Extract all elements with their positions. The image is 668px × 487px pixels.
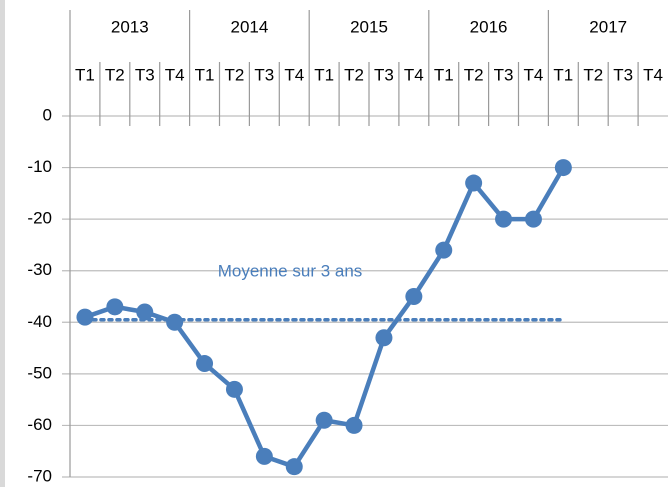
year-label: 2016: [470, 17, 508, 36]
left-edge: [0, 0, 5, 487]
y-tick-label: -30: [27, 260, 52, 279]
data-point: [554, 159, 572, 177]
data-point: [495, 210, 513, 228]
data-point: [345, 416, 363, 434]
data-point: [196, 355, 214, 373]
x-tick-label: T1: [195, 65, 215, 84]
data-point: [375, 329, 393, 347]
y-tick-label: -10: [27, 157, 52, 176]
x-tick-label: T1: [553, 65, 573, 84]
data-point: [76, 308, 94, 326]
x-tick-label: T1: [314, 65, 334, 84]
x-tick-label: T4: [404, 65, 424, 84]
year-label: 2013: [111, 17, 149, 36]
y-tick-label: -40: [27, 312, 52, 331]
year-label: 2014: [230, 17, 268, 36]
x-tick-label: T3: [613, 65, 633, 84]
x-tick-label: T2: [464, 65, 484, 84]
data-point: [255, 447, 273, 465]
data-point: [405, 288, 423, 305]
x-tick-label: T3: [494, 65, 514, 84]
average-label: Moyenne sur 3 ans: [218, 261, 363, 280]
x-tick-label: T4: [524, 65, 544, 84]
x-tick-label: T4: [643, 65, 663, 84]
y-tick-label: -60: [27, 415, 52, 434]
x-tick-label: T4: [165, 65, 185, 84]
data-point: [285, 458, 303, 476]
x-tick-label: T2: [344, 65, 364, 84]
y-tick-label: -50: [27, 363, 52, 382]
data-point: [315, 411, 333, 429]
data-point: [524, 210, 542, 228]
data-point: [166, 313, 184, 331]
x-tick-label: T3: [374, 65, 394, 84]
x-tick-label: T3: [254, 65, 274, 84]
year-label: 2017: [589, 17, 627, 36]
x-tick-label: T2: [225, 65, 245, 84]
x-tick-label: T2: [583, 65, 603, 84]
x-tick-label: T3: [135, 65, 155, 84]
y-tick-label: 0: [43, 105, 52, 124]
data-point: [106, 298, 124, 316]
y-tick-label: -20: [27, 209, 52, 228]
data-point: [465, 174, 483, 192]
data-point: [225, 380, 243, 398]
x-tick-label: T1: [75, 65, 95, 84]
data-point: [435, 241, 453, 259]
data-point: [136, 303, 154, 321]
x-tick-label: T1: [434, 65, 454, 84]
year-label: 2015: [350, 17, 388, 36]
y-tick-label: -70: [27, 466, 52, 485]
x-tick-label: T4: [284, 65, 304, 84]
x-tick-label: T2: [105, 65, 125, 84]
